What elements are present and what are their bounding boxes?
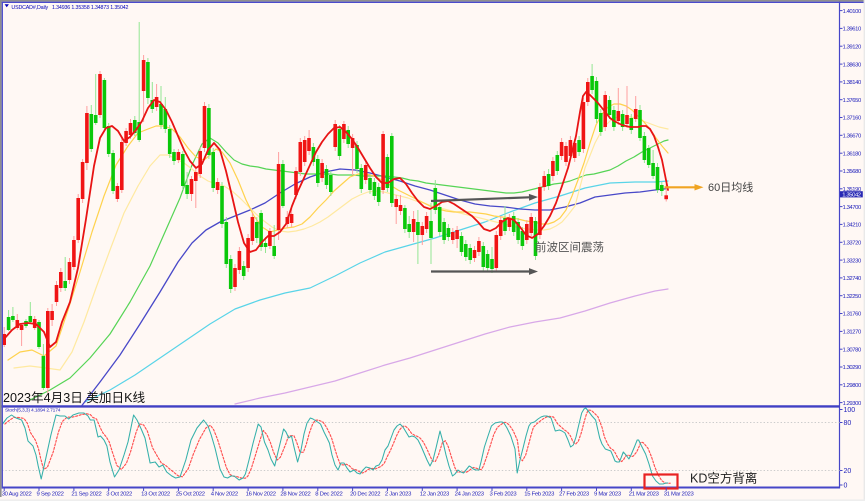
svg-text:31 Mar 2023: 31 Mar 2023 [664, 491, 695, 497]
svg-text:0: 0 [844, 483, 848, 490]
svg-text:9 Mar 2023: 9 Mar 2023 [594, 491, 622, 497]
svg-text:1.38630: 1.38630 [843, 62, 862, 68]
svg-text:1.36670: 1.36670 [843, 134, 862, 140]
svg-text:3 Oct 2022: 3 Oct 2022 [106, 491, 132, 497]
svg-text:25 Oct 2022: 25 Oct 2022 [176, 491, 205, 497]
svg-text:100: 100 [844, 407, 856, 414]
svg-text:8 Dec 2022: 8 Dec 2022 [315, 491, 342, 497]
svg-text:1.32250: 1.32250 [843, 294, 862, 300]
svg-text:Stoch(5,3,3) 4.1894 2.7174: Stoch(5,3,3) 4.1894 2.7174 [5, 407, 61, 413]
svg-text:4 Nov 2022: 4 Nov 2022 [211, 491, 238, 497]
svg-text:13 Oct 2022: 13 Oct 2022 [141, 491, 170, 497]
svg-text:1.34700: 1.34700 [843, 205, 862, 211]
svg-text:3 Feb 2023: 3 Feb 2023 [490, 491, 518, 497]
svg-text:80: 80 [844, 420, 852, 427]
svg-text:28 Nov 2022: 28 Nov 2022 [280, 491, 310, 497]
svg-text:1.39120: 1.39120 [843, 44, 862, 50]
svg-text:1.32740: 1.32740 [843, 276, 862, 282]
svg-text:20 Dec 2022: 20 Dec 2022 [350, 491, 380, 497]
svg-text:1.35190: 1.35190 [843, 187, 862, 193]
svg-text:1.30290: 1.30290 [843, 365, 862, 371]
svg-text:USDCAD#,Daily: USDCAD#,Daily [11, 5, 48, 11]
svg-text:1.31760: 1.31760 [843, 312, 862, 318]
svg-text:1.34936 1.35358 1.34873 1.3504: 1.34936 1.35358 1.34873 1.35042 [52, 5, 129, 11]
svg-text:1.34210: 1.34210 [843, 223, 862, 229]
svg-text:9 Sep 2022: 9 Sep 2022 [37, 491, 64, 497]
svg-text:21 Mar 2023: 21 Mar 2023 [629, 491, 660, 497]
svg-text:1.37160: 1.37160 [843, 116, 862, 122]
svg-text:前波区间震荡: 前波区间震荡 [535, 240, 604, 254]
svg-text:21 Sep 2022: 21 Sep 2022 [71, 491, 101, 497]
svg-text:1.33230: 1.33230 [843, 258, 862, 264]
svg-text:20: 20 [844, 468, 852, 475]
svg-text:1.31270: 1.31270 [843, 330, 862, 336]
svg-text:1.40100: 1.40100 [843, 9, 862, 15]
svg-text:2 Jan 2023: 2 Jan 2023 [385, 491, 412, 497]
svg-text:2023年4月3日 美加日K线: 2023年4月3日 美加日K线 [3, 391, 145, 405]
svg-text:1.36180: 1.36180 [843, 151, 862, 157]
svg-text:1.30780: 1.30780 [843, 347, 862, 353]
svg-text:27 Feb 2023: 27 Feb 2023 [559, 491, 590, 497]
svg-text:KD空方背离: KD空方背离 [690, 471, 757, 486]
svg-text:1.35680: 1.35680 [843, 169, 862, 175]
svg-text:1.29300: 1.29300 [843, 401, 862, 407]
svg-text:1.29800: 1.29800 [843, 383, 862, 389]
svg-text:1.39610: 1.39610 [843, 27, 862, 33]
svg-text:1.38140: 1.38140 [843, 80, 862, 86]
svg-text:12 Jan 2023: 12 Jan 2023 [420, 491, 450, 497]
svg-text:16 Nov 2022: 16 Nov 2022 [246, 491, 276, 497]
svg-text:30 Aug 2022: 30 Aug 2022 [2, 491, 32, 497]
svg-text:24 Jan 2023: 24 Jan 2023 [455, 491, 485, 497]
svg-text:15 Feb 2023: 15 Feb 2023 [524, 491, 555, 497]
svg-text:60日均线: 60日均线 [708, 180, 753, 194]
svg-text:1.37650: 1.37650 [843, 98, 862, 104]
svg-text:1.35042: 1.35042 [842, 193, 860, 199]
svg-text:1.33720: 1.33720 [843, 241, 862, 247]
